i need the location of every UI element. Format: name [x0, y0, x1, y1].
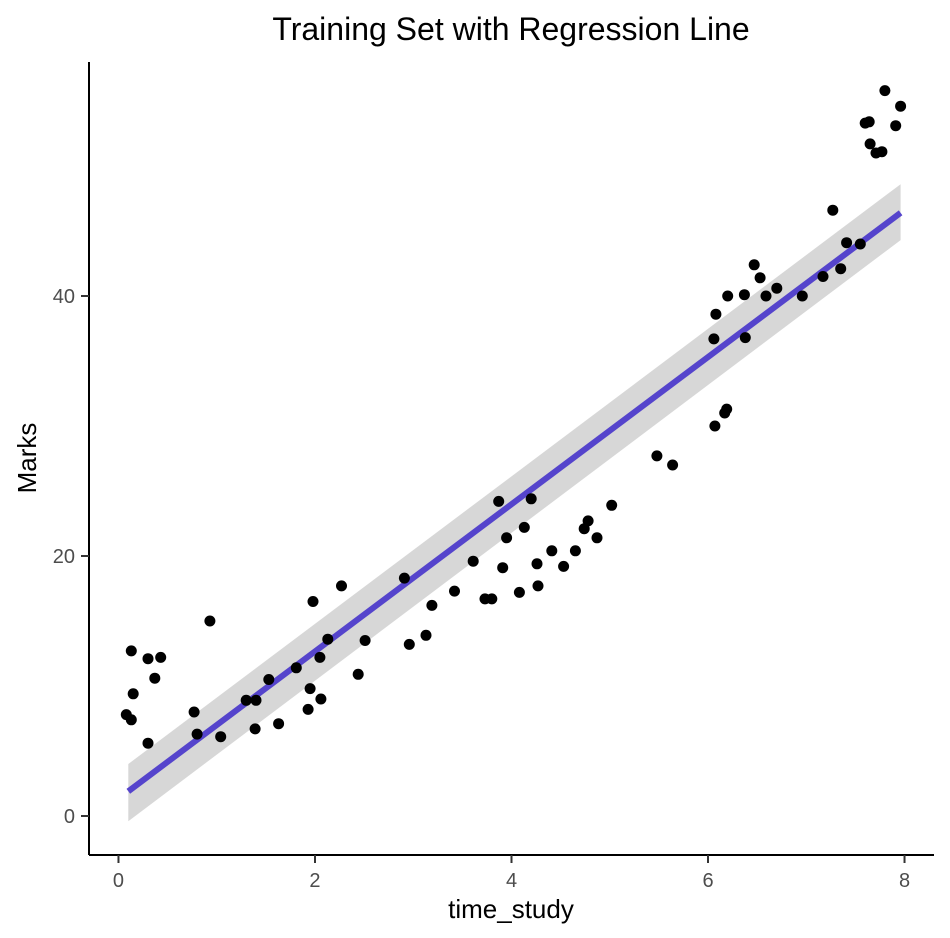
data-point-74 [876, 146, 888, 158]
data-point-60 [748, 259, 760, 271]
data-point-56 [721, 403, 733, 415]
data-point-10 [204, 615, 216, 627]
data-point-28 [403, 638, 415, 650]
data-point-67 [835, 263, 847, 275]
data-point-62 [760, 290, 772, 302]
data-point-57 [722, 290, 734, 302]
y-tick-label: 0 [64, 806, 75, 828]
x-tick-label: 8 [899, 870, 910, 892]
y-axis-label: Marks [12, 423, 42, 494]
x-tick-label: 2 [309, 870, 320, 892]
data-point-31 [449, 585, 460, 597]
regression-line-layer [126, 210, 903, 794]
data-point-58 [738, 289, 750, 301]
data-point-16 [273, 718, 285, 730]
data-point-24 [336, 580, 347, 592]
data-point-12 [240, 694, 252, 706]
x-ticks: 0 2 4 6 8 [113, 855, 910, 892]
data-point-45 [569, 545, 581, 557]
data-point-5 [142, 653, 154, 665]
data-point-13 [249, 723, 261, 735]
data-point-41 [531, 558, 543, 570]
chart-title: Training Set with Regression Line [272, 11, 749, 47]
data-point-64 [796, 290, 808, 302]
data-point-66 [827, 204, 839, 216]
data-point-30 [426, 599, 438, 611]
data-point-26 [359, 635, 371, 646]
y-tick-label: 40 [53, 286, 75, 308]
data-point-50 [651, 450, 663, 462]
data-point-7 [155, 651, 167, 663]
data-point-4 [142, 737, 154, 749]
data-point-39 [518, 521, 530, 533]
data-point-2 [125, 714, 137, 726]
data-point-38 [513, 586, 525, 598]
data-points-layer [120, 85, 907, 749]
data-point-23 [322, 633, 334, 645]
data-point-63 [771, 282, 783, 294]
data-point-37 [501, 532, 513, 544]
data-point-29 [420, 629, 432, 641]
data-point-8 [188, 706, 200, 718]
x-tick-label: 4 [506, 870, 517, 892]
data-point-9 [191, 728, 203, 740]
data-point-61 [754, 272, 766, 284]
data-point-14 [250, 694, 262, 706]
data-point-42 [532, 580, 544, 592]
data-point-68 [841, 237, 853, 249]
data-point-21 [314, 651, 326, 663]
data-point-35 [493, 495, 505, 507]
data-point-19 [304, 683, 316, 695]
y-tick-label: 20 [53, 546, 75, 568]
data-point-1 [125, 645, 137, 657]
data-point-49 [606, 499, 618, 511]
data-point-36 [497, 562, 509, 574]
data-point-40 [525, 493, 537, 505]
x-tick-label: 6 [702, 870, 713, 892]
data-point-65 [817, 271, 829, 282]
data-point-77 [895, 100, 907, 112]
x-tick-label: 0 [113, 870, 124, 892]
data-point-20 [307, 596, 319, 607]
regression-line [126, 210, 903, 794]
x-axis-label: time_study [448, 894, 574, 924]
data-point-52 [708, 333, 720, 345]
data-point-53 [709, 420, 721, 432]
data-point-76 [890, 120, 902, 132]
data-point-44 [558, 560, 570, 572]
data-point-25 [352, 668, 364, 680]
data-point-34 [486, 593, 498, 605]
data-point-32 [467, 555, 479, 567]
data-point-18 [302, 703, 314, 715]
y-ticks: 0 20 40 [53, 286, 89, 828]
data-point-17 [290, 662, 302, 674]
data-point-59 [739, 332, 751, 344]
data-point-43 [546, 545, 558, 557]
data-point-22 [315, 693, 327, 705]
data-point-27 [398, 572, 410, 584]
data-point-6 [149, 672, 161, 684]
data-point-51 [667, 459, 679, 471]
data-point-69 [854, 238, 866, 250]
data-point-54 [710, 308, 722, 320]
data-point-75 [879, 85, 891, 97]
data-point-15 [263, 674, 275, 685]
data-point-48 [591, 532, 603, 544]
data-point-71 [863, 116, 875, 128]
data-point-72 [864, 138, 876, 150]
data-point-11 [215, 731, 227, 743]
data-point-47 [582, 515, 594, 527]
data-point-3 [127, 688, 139, 700]
